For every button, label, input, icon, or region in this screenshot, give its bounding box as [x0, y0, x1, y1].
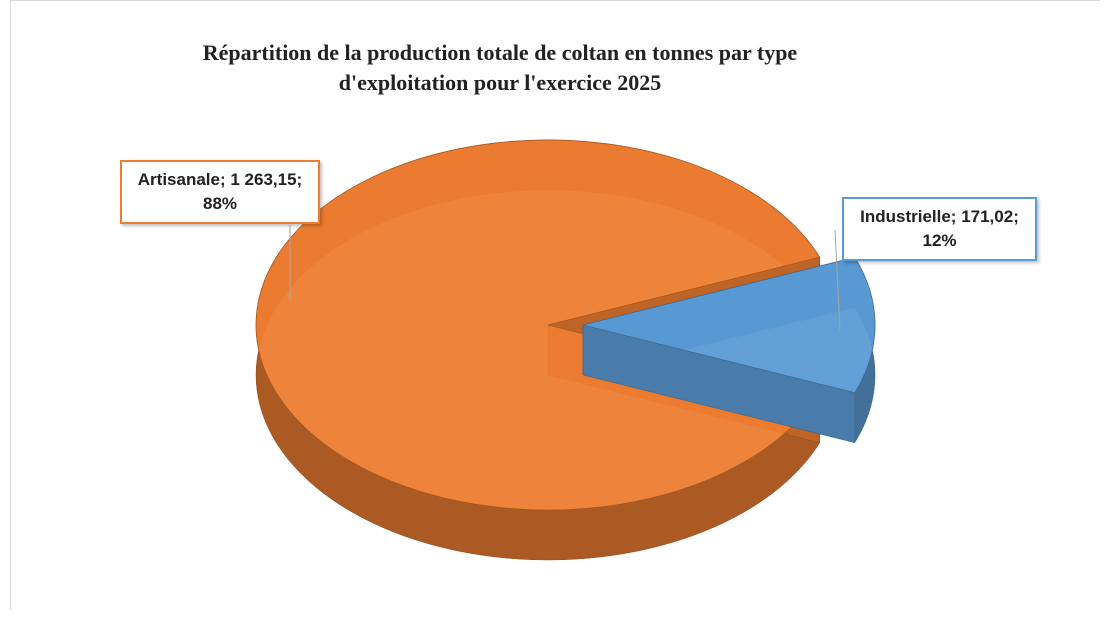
chart-title: Répartition de la production totale de c… — [202, 40, 798, 95]
data-label: Industrielle; 171,02; 12% — [842, 197, 1037, 261]
chart-frame — [10, 0, 1100, 610]
pie-slice — [582, 256, 876, 444]
slice-top — [255, 139, 821, 511]
leader-line — [834, 229, 841, 331]
data-label: Artisanale; 1 263,15; 88% — [120, 160, 320, 224]
slice-top — [582, 256, 876, 394]
